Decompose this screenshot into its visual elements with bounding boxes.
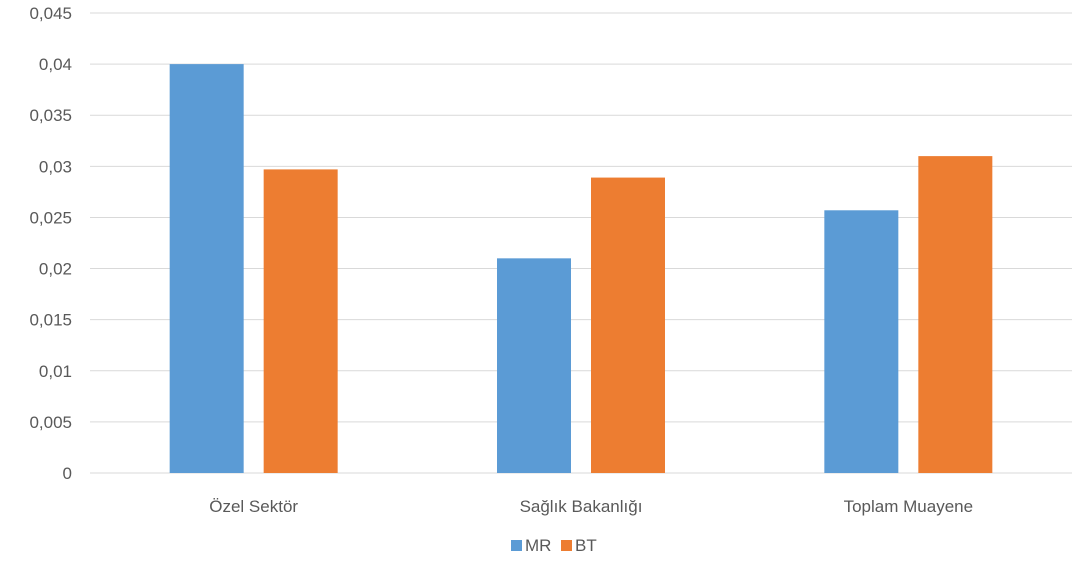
y-axis-tick-labels: 0 0,005 0,01 0,015 0,02 0,025 0,03 0,035 0,04 0,0… <box>29 4 72 483</box>
legend-swatch-mr <box>511 540 522 551</box>
bar-bt <box>918 156 993 473</box>
bar-mr <box>497 258 571 473</box>
y-tick-label: 0,005 <box>29 413 72 432</box>
bars <box>169 64 993 474</box>
y-tick-label: 0,025 <box>29 208 72 227</box>
legend: MR BT <box>511 536 597 555</box>
y-tick-label: 0,01 <box>39 362 72 381</box>
y-tick-label: 0,035 <box>29 106 72 125</box>
legend-label-mr: MR <box>525 536 551 555</box>
y-tick-label: 0,04 <box>39 55 72 74</box>
bar-bt <box>263 169 338 473</box>
y-tick-label: 0,045 <box>29 4 72 23</box>
y-tick-label: 0,02 <box>39 260 72 279</box>
bar-bt <box>591 177 665 474</box>
legend-swatch-bt <box>561 540 572 551</box>
y-tick-label: 0,015 <box>29 311 72 330</box>
x-axis-category-labels: Özel Sektör Sağlık Bakanlığı Toplam Muayen… <box>209 497 973 516</box>
legend-label-bt: BT <box>575 536 597 555</box>
gridlines <box>90 12 1072 474</box>
y-tick-label: 0,03 <box>39 157 72 176</box>
x-category-label: Özel Sektör <box>209 497 298 516</box>
y-tick-label: 0 <box>63 464 72 483</box>
x-category-label: Sağlık Bakanlığı <box>520 497 643 516</box>
x-category-label: Toplam Muayene <box>844 497 973 516</box>
bar-mr <box>824 210 899 474</box>
bar-mr <box>169 64 244 473</box>
